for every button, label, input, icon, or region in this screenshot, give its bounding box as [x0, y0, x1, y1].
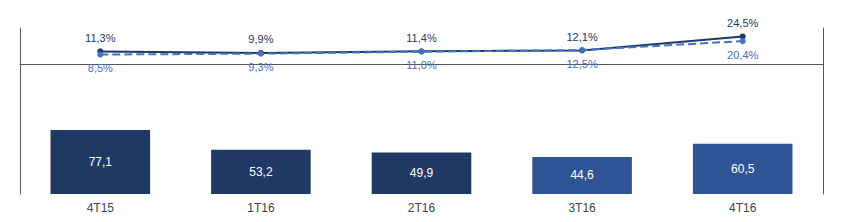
svg-text:20,4%: 20,4%	[727, 49, 758, 61]
svg-text:77,1: 77,1	[89, 155, 113, 169]
svg-text:60,5: 60,5	[731, 162, 755, 176]
svg-text:11,0%: 11,0%	[406, 59, 437, 71]
svg-text:2T16: 2T16	[408, 201, 436, 215]
svg-text:11,4%: 11,4%	[406, 32, 437, 44]
svg-text:3T16: 3T16	[568, 201, 596, 215]
svg-text:4T15: 4T15	[87, 201, 115, 215]
svg-text:24,5%: 24,5%	[727, 17, 758, 29]
svg-text:11,3%: 11,3%	[85, 32, 116, 44]
svg-text:8,5%: 8,5%	[88, 62, 113, 74]
svg-text:9,9%: 9,9%	[248, 33, 273, 45]
svg-text:1T16: 1T16	[247, 201, 275, 215]
svg-text:12,5%: 12,5%	[566, 58, 597, 70]
svg-text:44,6: 44,6	[570, 168, 594, 182]
svg-text:12,1%: 12,1%	[566, 31, 597, 43]
svg-text:4T16: 4T16	[729, 201, 757, 215]
svg-text:53,2: 53,2	[249, 165, 273, 179]
svg-text:9,3%: 9,3%	[248, 61, 273, 73]
svg-text:49,9: 49,9	[410, 166, 434, 180]
